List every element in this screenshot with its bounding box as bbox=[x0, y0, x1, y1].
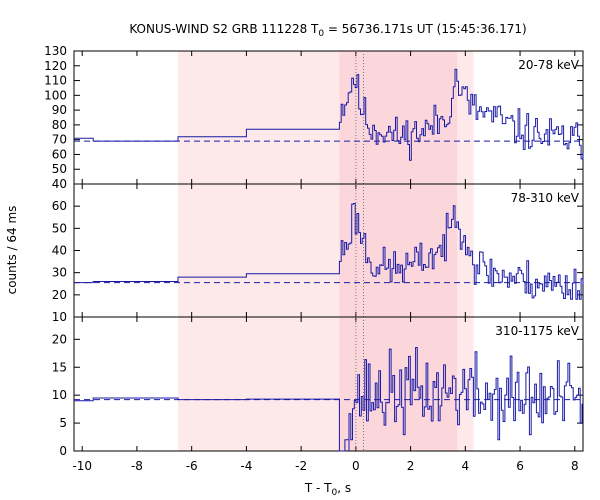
x-axis: -10 -8 -6 -4 -2 0 2 4 6 8 bbox=[72, 459, 578, 473]
shaded-intervals bbox=[177, 51, 474, 451]
x-tick-label: -10 bbox=[72, 459, 92, 473]
y-tick-label: 90 bbox=[52, 103, 67, 117]
panel-energy-label: 310-1175 keV bbox=[495, 324, 579, 338]
y-tick-label: 120 bbox=[44, 59, 67, 73]
x-tick-label: -8 bbox=[131, 459, 143, 473]
x-tick-label: -6 bbox=[186, 459, 198, 473]
x-tick-label: 4 bbox=[462, 459, 470, 473]
chart-title: KONUS-WIND S2 GRB 111228 T0 = 56736.171s… bbox=[129, 22, 526, 39]
x-axis-label: T - T0, s bbox=[304, 481, 351, 498]
panel-energy-label: 78-310 keV bbox=[511, 191, 580, 205]
y-tick-label: 30 bbox=[52, 266, 67, 280]
x-tick-label: 8 bbox=[571, 459, 579, 473]
x-tick-label: 2 bbox=[407, 459, 415, 473]
panel-energy-label: 20-78 keV bbox=[518, 58, 580, 72]
x-tick-label: 0 bbox=[352, 459, 360, 473]
x-tick-label: -4 bbox=[240, 459, 252, 473]
y-tick-label: 50 bbox=[52, 221, 67, 235]
y-axis-label: counts / 64 ms bbox=[5, 206, 19, 295]
y-tick-label: 70 bbox=[52, 133, 67, 147]
lightcurve-line bbox=[74, 68, 584, 161]
y-tick-label: 20 bbox=[52, 288, 67, 302]
y-tick-label: 0 bbox=[59, 444, 67, 458]
y-tick-label: 100 bbox=[44, 88, 67, 102]
y-tick-label: 40 bbox=[52, 177, 67, 191]
x-axis-label-subscript: 0 bbox=[332, 488, 338, 498]
y-tick-label: 50 bbox=[52, 162, 67, 176]
lightcurve-line bbox=[74, 347, 583, 452]
y-tick-label: 60 bbox=[52, 147, 67, 161]
x-tick-label: 6 bbox=[516, 459, 524, 473]
chart-title-subscript: 0 bbox=[318, 29, 324, 39]
y-tick-label: 80 bbox=[52, 118, 67, 132]
y-tick-label: 10 bbox=[52, 388, 67, 402]
y-tick-label: 110 bbox=[44, 74, 67, 88]
y-tick-label: 40 bbox=[52, 244, 67, 258]
y-tick-label: 60 bbox=[52, 199, 67, 213]
panel-frame bbox=[73, 316, 584, 452]
y-tick-label: 5 bbox=[59, 416, 67, 430]
lightcurve-line bbox=[74, 203, 584, 300]
y-tick-label: 20 bbox=[52, 332, 67, 346]
x-tick-label: -2 bbox=[295, 459, 307, 473]
y-tick-label: 130 bbox=[44, 44, 67, 58]
y-tick-label: 10 bbox=[52, 310, 67, 324]
y-tick-label: 15 bbox=[52, 360, 67, 374]
panel-2: 0 5 10 15 20 310-1175 keV bbox=[52, 316, 584, 458]
shaded-interval-1 bbox=[339, 51, 458, 451]
